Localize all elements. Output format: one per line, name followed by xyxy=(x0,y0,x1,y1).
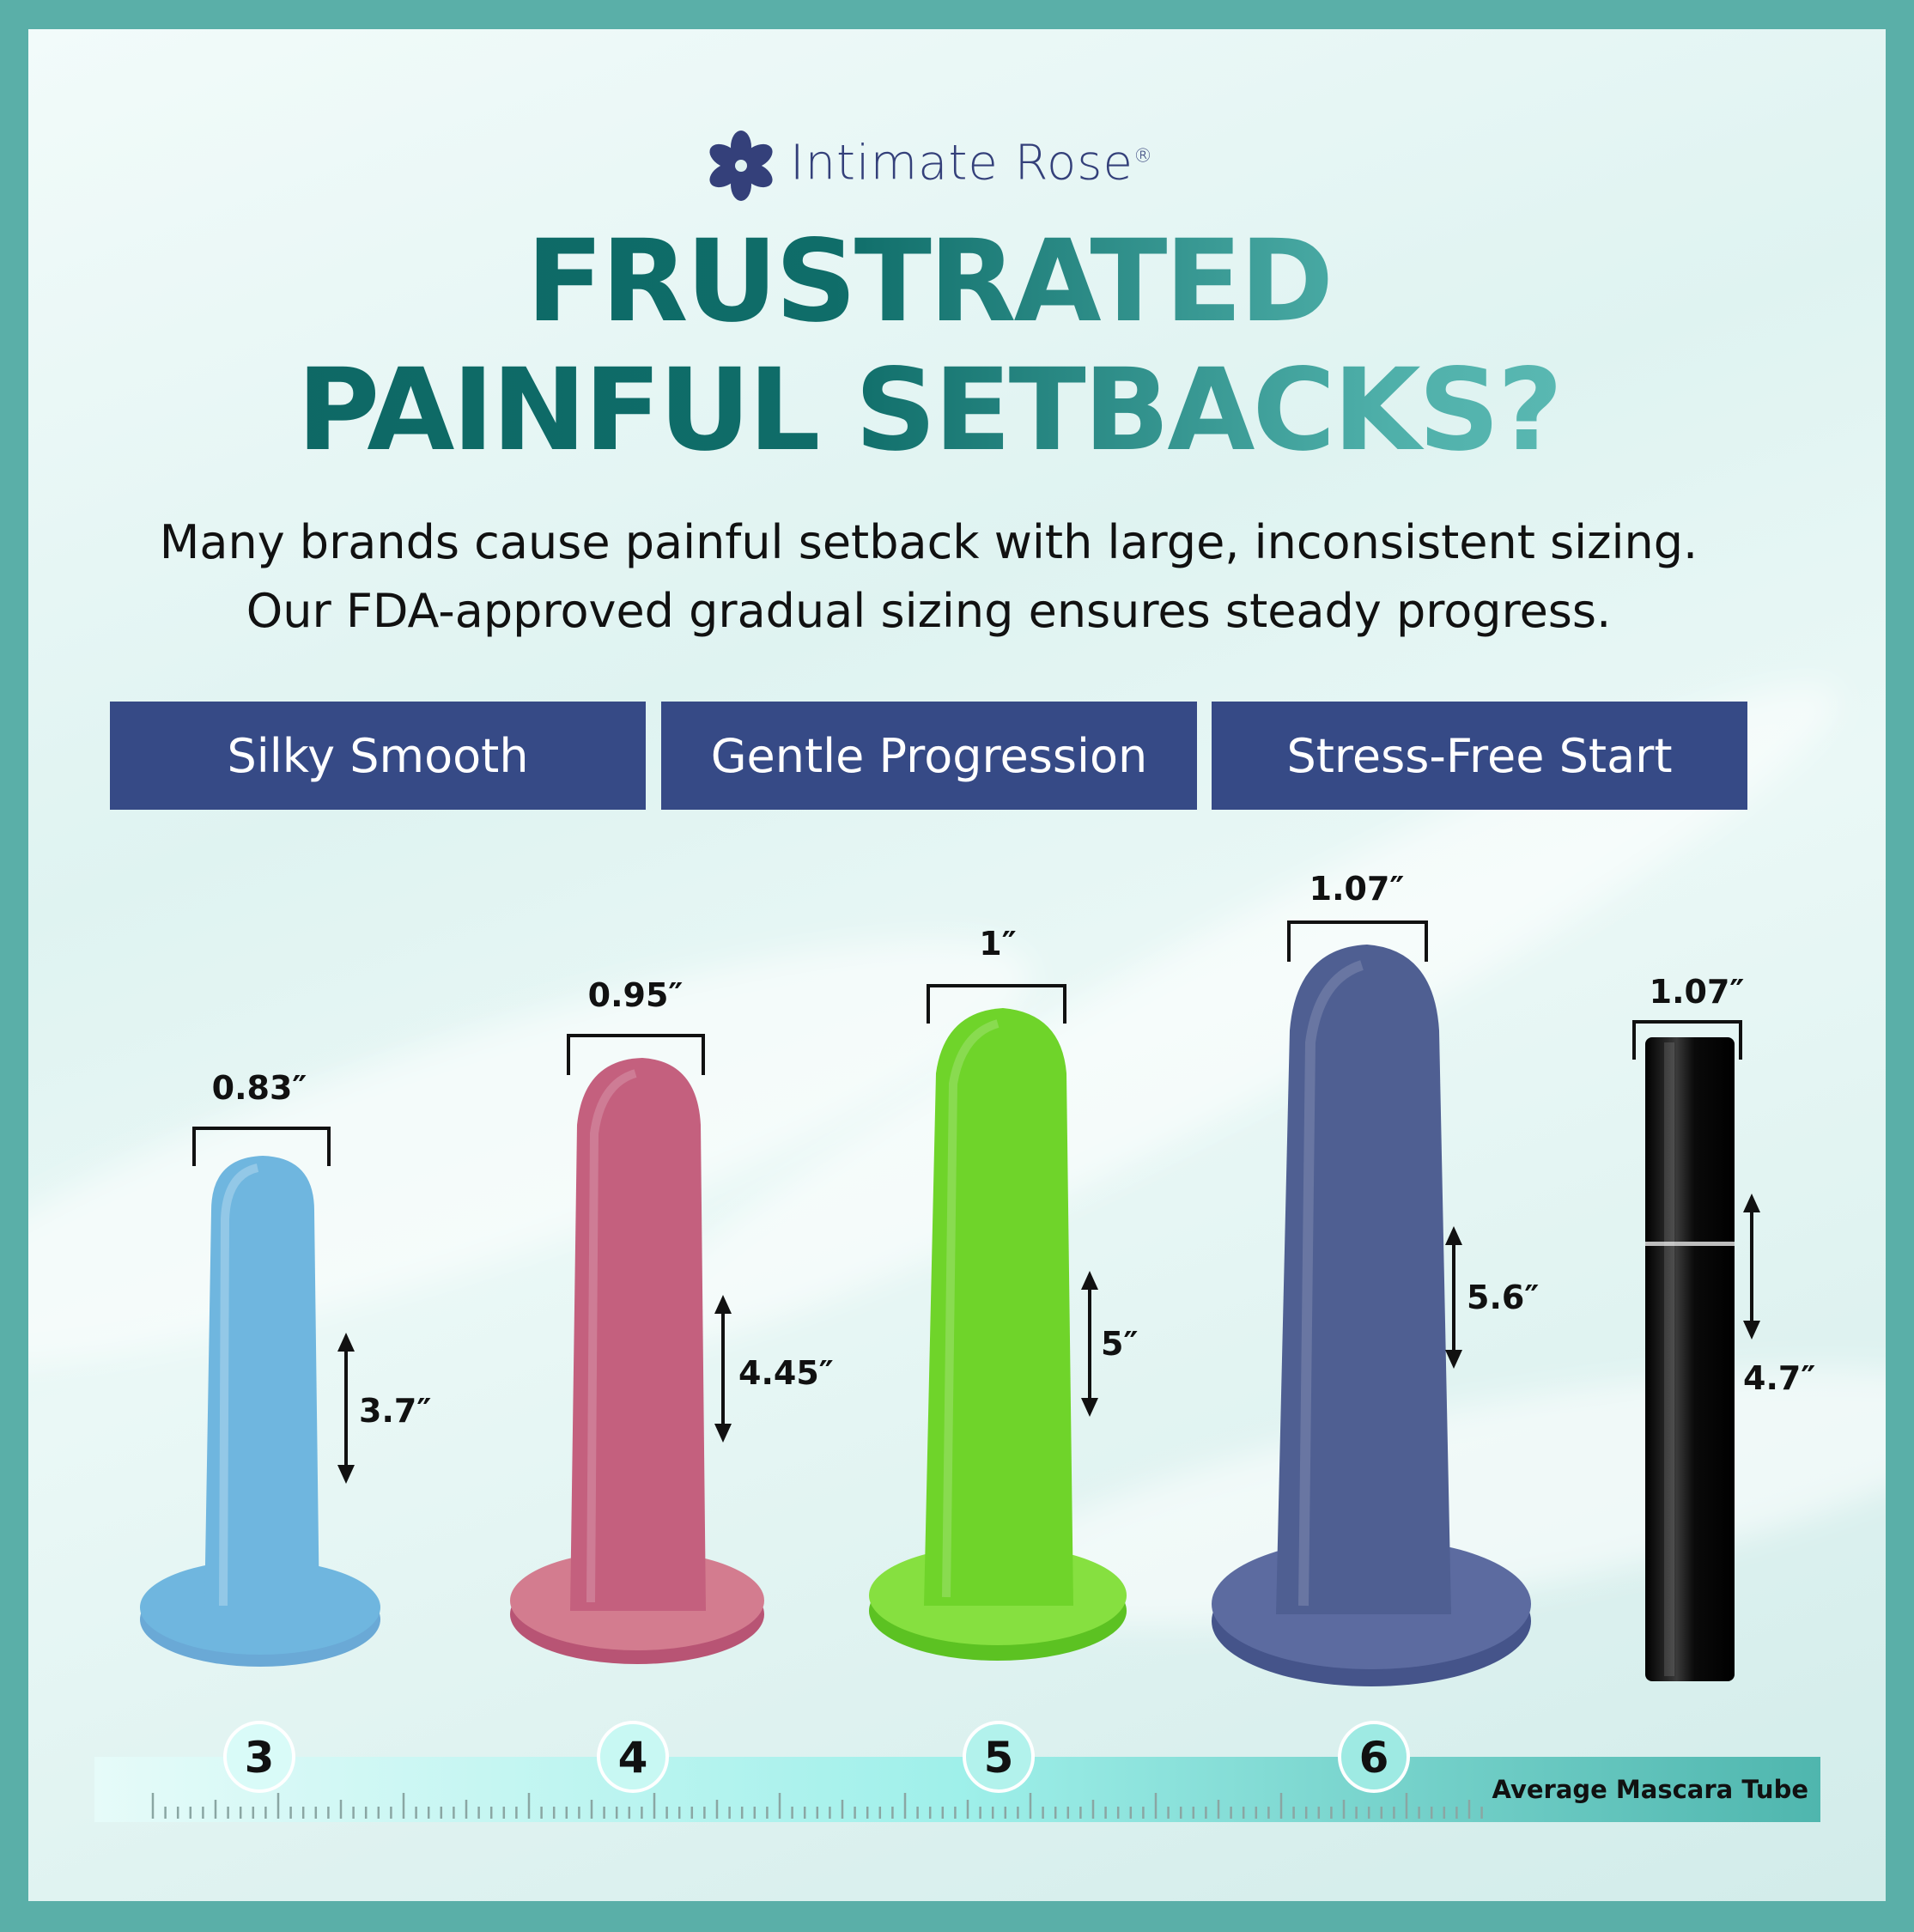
size-number-6: 6 xyxy=(1359,1733,1389,1783)
length-label-mascara: 4.7″ xyxy=(1743,1359,1815,1397)
length-label-size-5: 5″ xyxy=(1101,1325,1138,1363)
mascara-tube xyxy=(1645,1037,1735,1681)
length-arrow-size-5 xyxy=(1081,1271,1098,1417)
registered-mark: ® xyxy=(1133,145,1153,167)
headline-line-1: FRUSTRATED xyxy=(0,225,1857,338)
width-label-size-4: 0.95″ xyxy=(588,976,684,1014)
size-marker-5: 5 xyxy=(963,1721,1035,1793)
badge-gentle-progression: Gentle Progression xyxy=(661,702,1197,810)
mascara-caption: Average Mascara Tube xyxy=(1492,1775,1808,1804)
subtext-line-2: Our FDA-approved gradual sizing ensures … xyxy=(246,584,1612,638)
brand-logo: Intimate Rose® xyxy=(0,129,1857,203)
size-marker-3: 3 xyxy=(223,1721,295,1793)
length-arrow-size-3 xyxy=(337,1333,355,1484)
length-arrow-size-6 xyxy=(1445,1226,1462,1369)
width-bracket-mascara xyxy=(1632,1020,1742,1060)
length-arrow-size-4 xyxy=(714,1295,732,1443)
badge-stress-free-start: Stress-Free Start xyxy=(1212,702,1747,810)
headline-line-2: PAINFUL SETBACKS? xyxy=(0,354,1857,467)
dilator-size-6 xyxy=(1212,945,1531,1686)
size-marker-6: 6 xyxy=(1338,1721,1410,1793)
subtext-line-1: Many brands cause painful setback with l… xyxy=(159,515,1698,569)
badge-silky-smooth: Silky Smooth xyxy=(110,702,646,810)
width-label-size-3: 0.83″ xyxy=(212,1069,307,1107)
length-label-size-3: 3.7″ xyxy=(359,1392,431,1430)
size-ruler xyxy=(94,1757,1820,1822)
width-bracket-size-3 xyxy=(192,1127,331,1166)
width-bracket-size-6 xyxy=(1287,920,1428,962)
dilator-size-4 xyxy=(510,1058,764,1664)
size-marker-4: 4 xyxy=(597,1721,669,1793)
length-label-size-6: 5.6″ xyxy=(1467,1279,1539,1316)
width-label-mascara: 1.07″ xyxy=(1650,973,1745,1011)
brand-name: Intimate Rose xyxy=(790,135,1133,191)
length-arrow-mascara xyxy=(1743,1194,1760,1340)
width-bracket-size-4 xyxy=(567,1034,705,1075)
width-label-size-6: 1.07″ xyxy=(1309,870,1405,908)
width-label-size-5: 1″ xyxy=(979,925,1016,963)
size-number-4: 4 xyxy=(618,1733,648,1783)
size-number-5: 5 xyxy=(984,1733,1014,1783)
length-label-size-4: 4.45″ xyxy=(738,1354,834,1392)
flower-icon xyxy=(709,131,773,201)
size-number-3: 3 xyxy=(245,1733,275,1783)
dilator-size-3 xyxy=(140,1156,380,1667)
width-bracket-size-5 xyxy=(927,984,1066,1024)
dilator-size-5 xyxy=(869,1008,1127,1661)
